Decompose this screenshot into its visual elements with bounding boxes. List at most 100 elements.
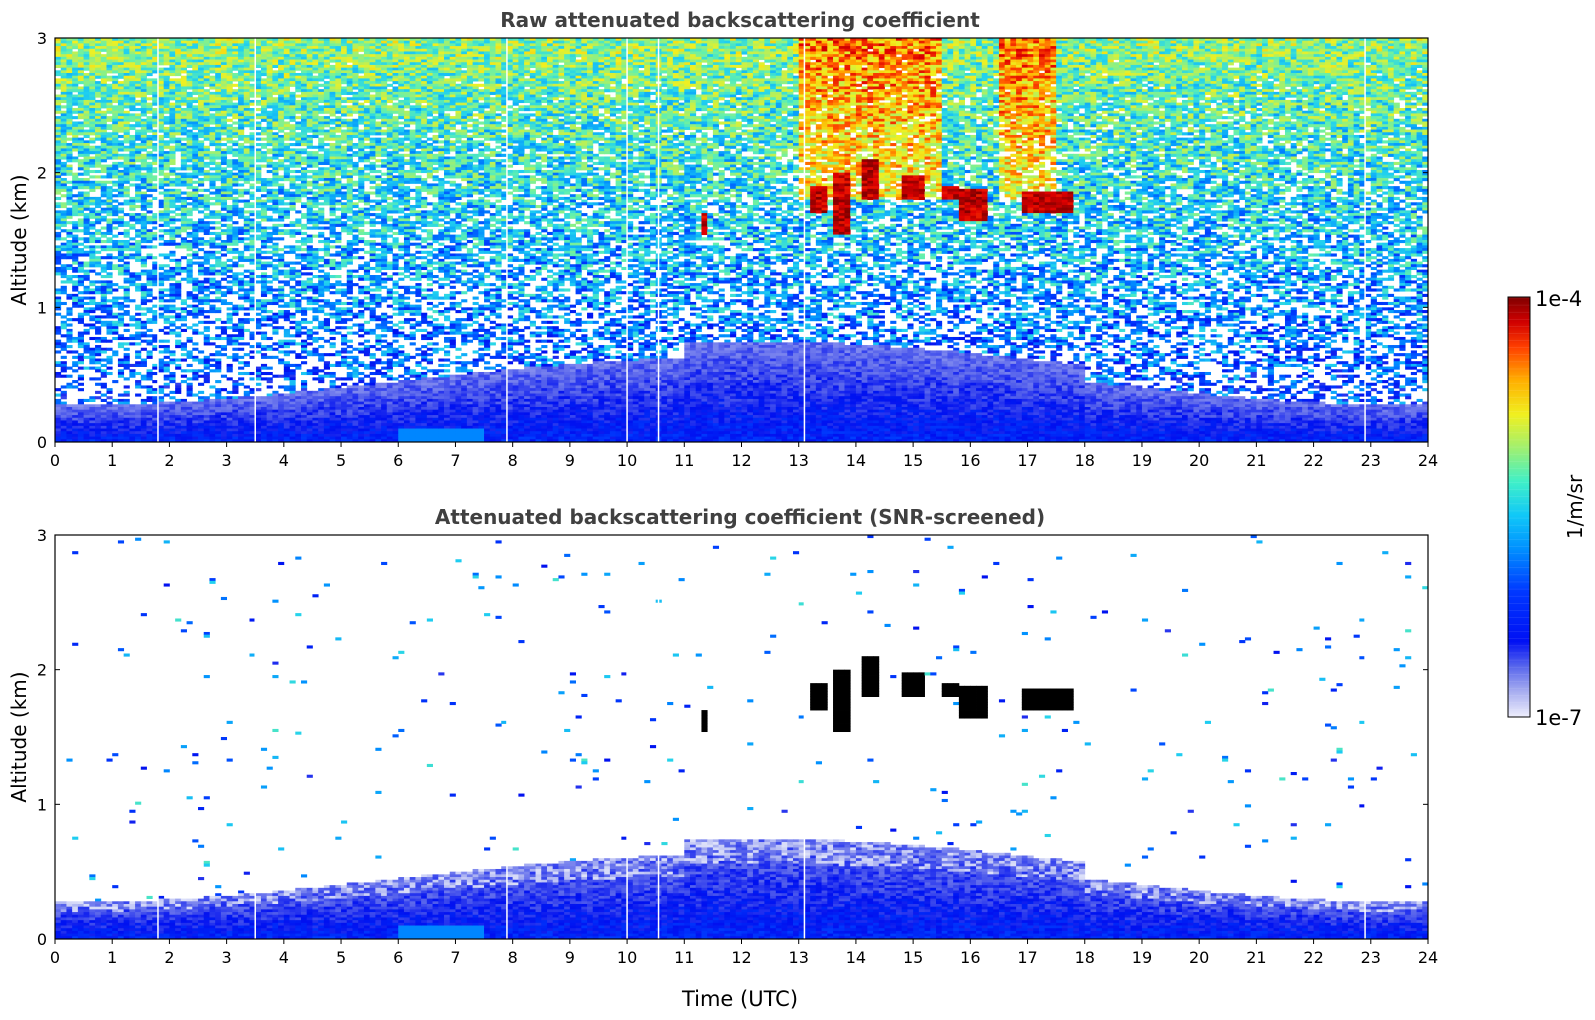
- heatmap-cell: [163, 153, 170, 157]
- heatmap-cell: [260, 291, 268, 295]
- heatmap-cell: [306, 213, 313, 217]
- heatmap-cell: [238, 40, 245, 44]
- heatmap-cell: [198, 180, 205, 184]
- heatmap-cell: [203, 301, 210, 306]
- heatmap-cell: [203, 134, 210, 139]
- heatmap-cell: [186, 240, 193, 244]
- heatmap-cell: [289, 83, 296, 87]
- heatmap-cell: [152, 188, 159, 192]
- heatmap-cell: [192, 54, 199, 58]
- heatmap-cell: [152, 390, 159, 394]
- heatmap-cell: [117, 48, 125, 52]
- heatmap-cell: [175, 258, 182, 262]
- heatmap-cell: [175, 118, 182, 122]
- heatmap-cell: [123, 353, 130, 357]
- heatmap-cell: [146, 59, 153, 63]
- heatmap-cell: [66, 89, 73, 93]
- heatmap-cell: [266, 231, 273, 236]
- heatmap-cell: [106, 97, 113, 101]
- heatmap-cell: [306, 428, 313, 432]
- heatmap-cell: [238, 70, 245, 74]
- heatmap-cell: [255, 121, 262, 125]
- heatmap-cell: [100, 234, 107, 238]
- heatmap-cell: [192, 180, 199, 184]
- heatmap-cell: [306, 70, 313, 74]
- heatmap-cell: [117, 215, 125, 219]
- heatmap-cell: [66, 105, 73, 109]
- heatmap-cell: [135, 94, 142, 98]
- heatmap-cell: [289, 81, 296, 85]
- heatmap-cell: [226, 336, 233, 341]
- heatmap-cell: [135, 433, 142, 438]
- heatmap-cell: [283, 213, 290, 217]
- heatmap-cell: [140, 425, 147, 429]
- heatmap-cell: [163, 188, 170, 192]
- heatmap-cell: [192, 355, 199, 359]
- heatmap-cell: [60, 264, 67, 268]
- heatmap-cell: [175, 175, 182, 179]
- heatmap-cell: [180, 240, 187, 244]
- heatmap-cell: [66, 409, 73, 413]
- heatmap-cell: [135, 331, 142, 335]
- heatmap-cell: [129, 46, 136, 50]
- heatmap-cell: [66, 436, 73, 440]
- heatmap-cell: [72, 126, 79, 130]
- heatmap-cell: [232, 229, 239, 233]
- heatmap-cell: [146, 328, 153, 332]
- heatmap-cell: [146, 253, 153, 257]
- heatmap-cell: [243, 102, 250, 106]
- heatmap-cell: [169, 183, 176, 187]
- heatmap-cell: [283, 223, 290, 227]
- heatmap-cell: [83, 226, 90, 230]
- heatmap-cell: [289, 304, 296, 308]
- heatmap-cell: [226, 334, 233, 338]
- heatmap-cell: [198, 283, 205, 287]
- heatmap-cell: [135, 78, 142, 82]
- heatmap-cell: [272, 296, 279, 300]
- heatmap-cell: [140, 113, 147, 117]
- heatmap-cell: [95, 48, 102, 52]
- heatmap-cell: [238, 143, 245, 147]
- heatmap-cell: [278, 46, 285, 50]
- heatmap-cell: [77, 339, 84, 343]
- heatmap-cell: [186, 145, 193, 149]
- heatmap-cell: [301, 401, 308, 405]
- heatmap-cell: [283, 312, 290, 316]
- heatmap-cell: [66, 116, 73, 120]
- heatmap-cell: [72, 409, 79, 413]
- heatmap-cell: [89, 417, 96, 421]
- heatmap-cell: [215, 169, 222, 174]
- heatmap-cell: [66, 207, 73, 211]
- heatmap-cell: [289, 180, 296, 184]
- heatmap-cell: [203, 97, 210, 101]
- heatmap-cell: [306, 175, 313, 179]
- heatmap-cell: [163, 126, 170, 130]
- heatmap-cell: [66, 159, 73, 163]
- heatmap-cell: [295, 291, 302, 295]
- heatmap-cell: [95, 425, 102, 429]
- heatmap-cell: [163, 315, 170, 319]
- heatmap-cell: [60, 64, 67, 69]
- heatmap-cell: [180, 202, 187, 206]
- heatmap-cell: [55, 59, 62, 63]
- heatmap-cell: [232, 40, 239, 44]
- heatmap-cell: [226, 420, 233, 424]
- heatmap-cell: [129, 253, 136, 257]
- heatmap-cell: [123, 54, 130, 58]
- heatmap-cell: [238, 439, 245, 442]
- heatmap-cell: [238, 401, 245, 405]
- heatmap-cell: [295, 223, 302, 227]
- heatmap-cell: [112, 64, 119, 69]
- heatmap-cell: [301, 78, 308, 82]
- heatmap-cell: [152, 264, 159, 268]
- heatmap-cell: [106, 264, 113, 268]
- heatmap-cell: [232, 272, 239, 276]
- heatmap-cell: [152, 388, 159, 392]
- heatmap-cell: [77, 116, 84, 120]
- heatmap-cell: [135, 108, 142, 112]
- heatmap-cell: [106, 48, 113, 52]
- heatmap-cell: [272, 347, 279, 351]
- heatmap-cell: [301, 67, 308, 71]
- heatmap-cell: [157, 116, 165, 120]
- heatmap-cell: [180, 151, 187, 155]
